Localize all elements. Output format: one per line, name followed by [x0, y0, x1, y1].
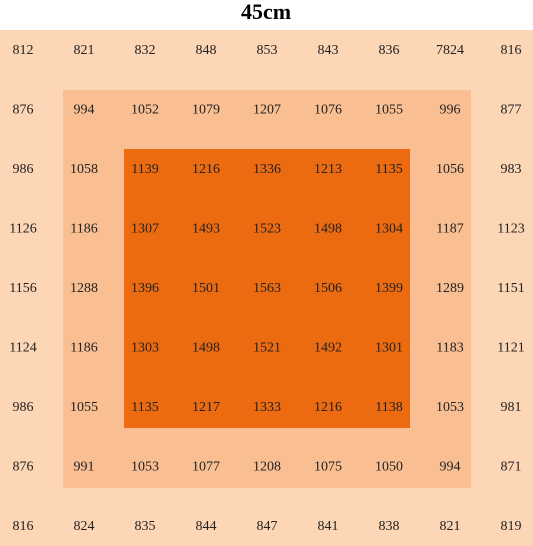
cell-value: 824 [74, 519, 95, 534]
cell-value: 844 [196, 519, 217, 534]
cell-value: 1077 [192, 460, 220, 475]
title: 45cm [241, 0, 291, 24]
cell-value: 994 [74, 103, 95, 118]
cell-value: 819 [501, 519, 522, 534]
cell-value: 1399 [375, 281, 403, 296]
cell-value: 1138 [375, 400, 402, 415]
cell-value: 1135 [131, 400, 158, 415]
cell-value: 1139 [131, 162, 158, 177]
cell-value: 1183 [436, 341, 463, 356]
cell-value: 816 [13, 519, 34, 534]
cell-value: 1216 [192, 162, 220, 177]
cell-value: 1303 [131, 341, 159, 356]
cell-value: 1498 [314, 222, 342, 237]
cell-value: 1076 [314, 103, 342, 118]
cell-value: 1135 [375, 162, 402, 177]
cell-value: 1501 [192, 281, 220, 296]
cell-value: 1216 [314, 400, 342, 415]
cell-value: 1050 [375, 460, 403, 475]
cell-value: 1493 [192, 222, 220, 237]
cell-value: 877 [501, 103, 522, 118]
cell-value: 1307 [131, 222, 159, 237]
cell-value: 1207 [253, 103, 281, 118]
cell-value: 986 [13, 400, 34, 415]
cell-value: 994 [440, 460, 461, 475]
cell-value: 853 [257, 43, 278, 58]
cell-value: 835 [135, 519, 156, 534]
cell-value: 1156 [9, 281, 36, 296]
cell-value: 832 [135, 43, 156, 58]
cell-value: 1055 [375, 103, 403, 118]
cell-value: 1055 [70, 400, 98, 415]
cell-value: 848 [196, 43, 217, 58]
cell-value: 7824 [436, 43, 464, 58]
cell-value: 1521 [253, 341, 281, 356]
cell-value: 1058 [70, 162, 98, 177]
cell-value: 1121 [497, 341, 524, 356]
cell-value: 1336 [253, 162, 281, 177]
cell-value: 1186 [70, 222, 97, 237]
cell-value: 836 [379, 43, 400, 58]
cell-value: 1304 [375, 222, 403, 237]
cell-value: 981 [501, 400, 522, 415]
cell-value: 1123 [497, 222, 524, 237]
cell-value: 821 [440, 519, 461, 534]
cell-value: 876 [13, 460, 34, 475]
cell-value: 1126 [9, 222, 36, 237]
cell-value: 1288 [70, 281, 98, 296]
cell-value: 843 [318, 43, 339, 58]
cell-value: 1289 [436, 281, 464, 296]
inner-zone [124, 149, 410, 428]
cell-value: 821 [74, 43, 95, 58]
cell-value: 1396 [131, 281, 159, 296]
cell-value: 1498 [192, 341, 220, 356]
cell-value: 1124 [9, 341, 36, 356]
cell-value: 838 [379, 519, 400, 534]
cell-value: 1208 [253, 460, 281, 475]
cell-value: 847 [257, 519, 278, 534]
cell-value: 876 [13, 103, 34, 118]
cell-value: 1052 [131, 103, 159, 118]
cell-value: 841 [318, 519, 339, 534]
cells: 812 821 832 848 853 843 836 7824 816 876 994 1052 10… [9, 43, 524, 534]
cell-value: 1187 [436, 222, 463, 237]
cell-value: 1217 [192, 400, 220, 415]
cell-value: 1056 [436, 162, 464, 177]
cell-value: 1079 [192, 103, 220, 118]
cell-value: 871 [501, 460, 522, 475]
cell-value: 1053 [131, 460, 159, 475]
cell-value: 1333 [253, 400, 281, 415]
cell-value: 812 [13, 43, 34, 58]
cell-value: 1301 [375, 341, 403, 356]
cell-value: 1075 [314, 460, 342, 475]
cell-value: 991 [74, 460, 95, 475]
cell-value: 816 [501, 43, 522, 58]
cell-value: 1213 [314, 162, 342, 177]
cell-value: 1151 [497, 281, 524, 296]
cell-value: 986 [13, 162, 34, 177]
cell-value: 983 [501, 162, 522, 177]
cell-value: 1492 [314, 341, 342, 356]
cell-value: 1186 [70, 341, 97, 356]
cell-value: 1563 [253, 281, 281, 296]
cell-value: 1506 [314, 281, 342, 296]
cell-value: 1053 [436, 400, 464, 415]
cell-value: 996 [440, 103, 461, 118]
cell-value: 1523 [253, 222, 281, 237]
